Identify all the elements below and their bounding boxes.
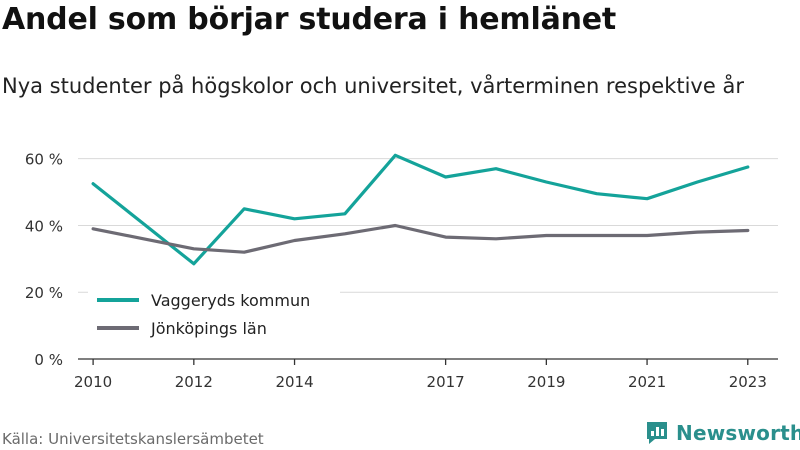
y-tick-label: 40 % bbox=[25, 217, 63, 235]
x-tick-label: 2010 bbox=[74, 373, 112, 391]
y-tick-label: 0 % bbox=[34, 351, 63, 369]
legend-label: Vaggeryds kommun bbox=[151, 291, 310, 310]
series-line-vaggeryd bbox=[91, 153, 750, 266]
source-note: Källa: Universitetskanslersämbetet bbox=[2, 430, 264, 448]
series-line-jonkoping bbox=[91, 223, 750, 254]
x-tick-label: 2019 bbox=[527, 373, 565, 391]
x-tick-label: 2014 bbox=[275, 373, 313, 391]
line-chart: 0 % 20 % 40 % 60 % 2010 2012 2014 2017 2019 2021 2… bbox=[25, 151, 778, 391]
chart-subtitle: Nya studenter på högskolor och universit… bbox=[2, 74, 744, 98]
x-tick-label: 2017 bbox=[427, 373, 465, 391]
brand-logo: Newsworthy bbox=[644, 418, 800, 448]
chart-title: Andel som börjar studera i hemlänet bbox=[2, 2, 617, 37]
newsworthy-icon bbox=[647, 422, 667, 444]
x-tick-label: 2012 bbox=[175, 373, 213, 391]
x-tick-label: 2021 bbox=[628, 373, 666, 391]
y-tick-label: 20 % bbox=[25, 284, 63, 302]
legend-label: Jönköpings län bbox=[150, 319, 267, 338]
y-tick-label: 60 % bbox=[25, 151, 63, 169]
legend-background bbox=[88, 286, 340, 346]
x-tick-label: 2023 bbox=[729, 373, 767, 391]
brand-name: Newsworthy bbox=[676, 421, 800, 445]
